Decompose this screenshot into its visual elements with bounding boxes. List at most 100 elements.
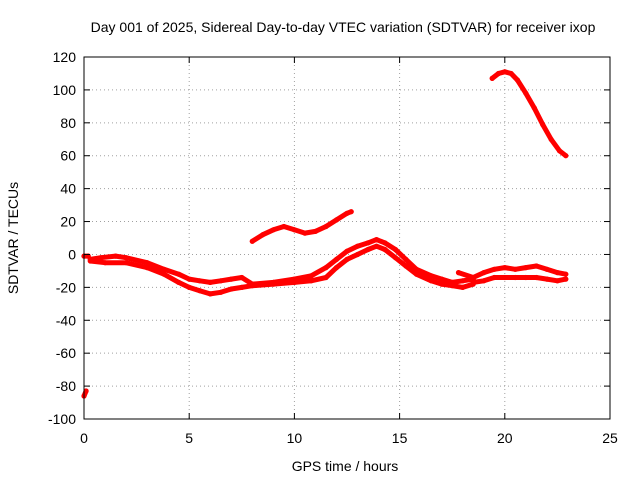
- y-tick-label: -40: [56, 312, 76, 328]
- data-point: [544, 276, 550, 282]
- data-point: [523, 265, 529, 271]
- data-point: [207, 291, 213, 297]
- data-point: [554, 278, 561, 284]
- data-point: [87, 258, 93, 264]
- data-point: [144, 260, 150, 266]
- data-point: [323, 274, 329, 281]
- y-tick-label: 120: [53, 49, 77, 65]
- y-tick-label: 80: [60, 115, 76, 131]
- y-tick-label: 100: [53, 82, 77, 98]
- y-tick-label: -100: [48, 411, 76, 427]
- data-point: [533, 274, 540, 281]
- data-point: [556, 148, 563, 154]
- data-point: [365, 246, 371, 253]
- data-point: [323, 265, 329, 271]
- data-point: [495, 70, 502, 77]
- series-evening-band-lower: [470, 275, 569, 285]
- data-point: [239, 274, 245, 281]
- data-point: [354, 243, 361, 249]
- data-point: [260, 232, 266, 238]
- data-point: [533, 263, 540, 269]
- data-point: [197, 288, 203, 294]
- data-point: [382, 240, 388, 246]
- data-point: [344, 256, 350, 262]
- y-tick-label: -80: [56, 378, 76, 394]
- data-point: [392, 246, 398, 253]
- data-point: [392, 255, 398, 261]
- data-point: [365, 240, 371, 246]
- data-point: [428, 278, 434, 284]
- data-point: [239, 284, 245, 290]
- x-tick-label: 10: [287, 430, 303, 446]
- data-point: [249, 283, 255, 289]
- data-point: [428, 273, 434, 279]
- data-point: [403, 256, 409, 262]
- data-point: [344, 248, 350, 254]
- data-point: [502, 274, 508, 281]
- y-tick-label: 40: [60, 181, 76, 197]
- data-point: [470, 274, 476, 281]
- data-point: [544, 266, 550, 272]
- data-point: [312, 228, 318, 234]
- y-tick-label: -20: [56, 279, 76, 295]
- data-point: [123, 260, 129, 266]
- data-point: [302, 230, 308, 236]
- data-point: [186, 276, 192, 282]
- data-point: [548, 136, 554, 142]
- data-point: [344, 210, 350, 216]
- x-tick-label: 0: [80, 430, 88, 446]
- data-point: [207, 279, 213, 285]
- data-point: [291, 279, 297, 285]
- data-point: [176, 271, 182, 277]
- data-point: [270, 281, 276, 287]
- data-point: [531, 105, 537, 111]
- data-point: [228, 276, 234, 282]
- data-point: [354, 251, 361, 258]
- data-point: [491, 274, 497, 281]
- data-point: [249, 238, 255, 244]
- data-point: [455, 270, 462, 276]
- data-point: [512, 274, 518, 281]
- data-point: [123, 255, 129, 261]
- data-point: [512, 266, 518, 272]
- data-point: [348, 209, 354, 215]
- data-point: [481, 278, 487, 284]
- y-tick-label: 0: [68, 246, 76, 262]
- data-point: [291, 227, 297, 233]
- data-point: [218, 278, 224, 284]
- data-point: [186, 284, 192, 290]
- series-layer: [81, 69, 569, 399]
- data-point: [83, 388, 89, 394]
- data-point: [102, 260, 108, 266]
- data-point: [144, 265, 150, 271]
- data-point: [491, 266, 497, 272]
- data-point: [113, 253, 119, 259]
- data-point: [176, 279, 182, 285]
- data-point: [439, 276, 445, 282]
- data-point: [218, 289, 224, 295]
- y-axis-title: SDTVAR / TECUs: [5, 182, 21, 294]
- x-tick-label: 5: [185, 430, 193, 446]
- data-point: [323, 223, 329, 230]
- data-point: [98, 255, 104, 261]
- data-point: [481, 270, 487, 276]
- data-point: [197, 278, 203, 284]
- data-point: [554, 270, 561, 276]
- y-tick-label: 60: [60, 148, 76, 164]
- data-point: [449, 283, 455, 289]
- data-point: [308, 278, 314, 284]
- data-point: [270, 227, 276, 233]
- data-point: [540, 121, 546, 128]
- data-point: [333, 256, 340, 262]
- axis-ticks: -100 -80 -60 -40 -20 0 20 40 60 80 100 120 0 5 10 15 20 2…: [48, 49, 618, 446]
- data-point: [161, 271, 167, 277]
- chart-title: Day 001 of 2025, Sidereal Day-to-day VTE…: [91, 19, 596, 35]
- data-point: [373, 243, 380, 249]
- x-tick-label: 20: [497, 430, 513, 446]
- data-point: [413, 271, 419, 277]
- series-mid-arc: [249, 209, 354, 244]
- data-point: [161, 266, 167, 272]
- x-axis-title: GPS time / hours: [292, 458, 399, 474]
- data-point: [308, 273, 314, 279]
